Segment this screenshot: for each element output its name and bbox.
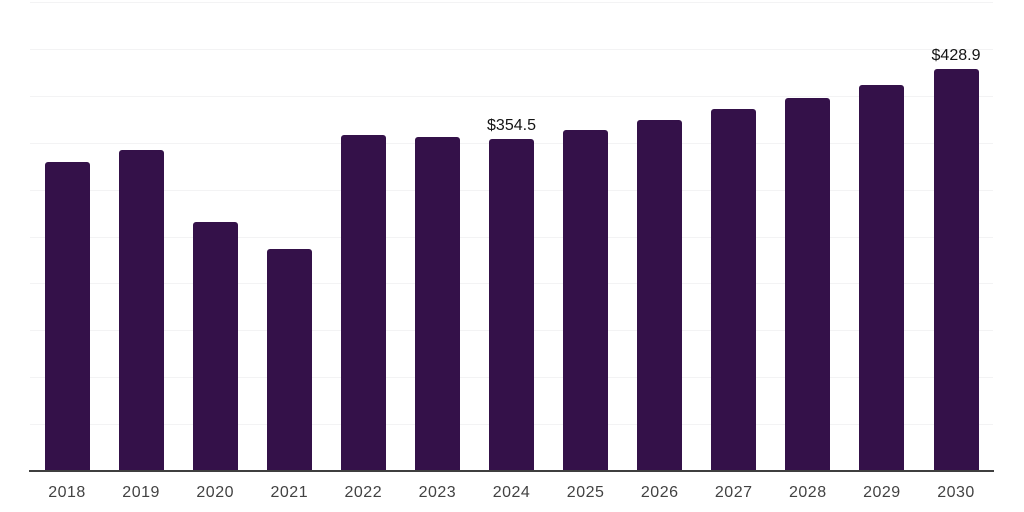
x-tick-label-2020: 2020 [196,484,234,501]
x-tick-label-2030: 2030 [937,484,975,501]
x-tick-label-2019: 2019 [122,484,160,501]
x-tick-label-2021: 2021 [270,484,309,501]
x-tick-label-2022: 2022 [344,484,383,501]
x-tick-label-2026: 2026 [640,484,679,501]
bar-2026 [637,120,683,471]
bar-2030 [933,68,979,471]
bar-2028 [785,97,831,471]
x-tick-label-2027: 2027 [714,484,753,501]
x-tick-label-2028: 2028 [789,484,827,501]
bar-2027 [711,108,757,471]
gridline-450 [30,49,993,50]
bar-2024 [489,138,534,471]
bar-2019 [118,150,164,471]
value-label-2030: $428.9 [931,46,981,64]
x-tick-label-2025: 2025 [566,484,605,501]
gridline-500 [30,2,993,3]
bar-2018 [44,162,90,471]
bar-2022 [340,135,386,471]
x-tick-label-2029: 2029 [863,484,901,501]
bar-2021 [266,248,312,471]
x-tick-label-2023: 2023 [418,484,457,501]
gridline-400 [30,96,993,97]
x-tick-label-2018: 2018 [48,484,86,501]
value-label-2024: $354.5 [487,116,536,134]
x-tick-label-2024: 2024 [492,484,531,501]
x-axis-line [29,470,994,472]
bar-2023 [414,137,460,471]
bar-2025 [563,129,609,471]
bar-2029 [859,84,905,471]
bar-2020 [192,221,238,471]
